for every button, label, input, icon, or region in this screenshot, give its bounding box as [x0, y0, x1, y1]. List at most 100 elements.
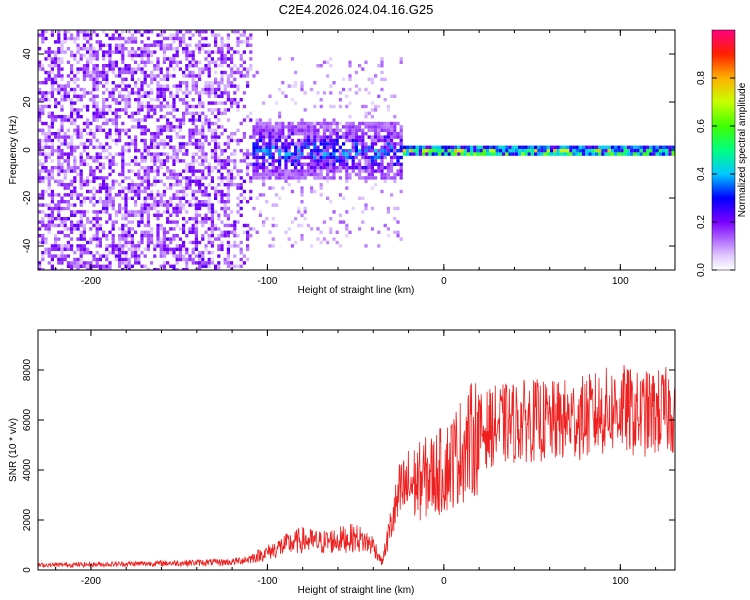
heatmap-cell: [121, 43, 125, 47]
heatmap-cell: [265, 142, 269, 146]
heatmap-cell: [150, 132, 154, 136]
heatmap-cell: [76, 193, 80, 197]
heatmap-cell: [207, 237, 211, 241]
heatmap-cell: [246, 230, 250, 234]
heatmap-cell: [185, 220, 189, 224]
heatmap-cell: [140, 251, 144, 255]
heatmap-cell: [108, 128, 112, 132]
heatmap-cell: [588, 152, 592, 156]
heatmap-cell: [348, 101, 352, 105]
heatmap-cell: [210, 121, 214, 126]
heatmap-cell: [386, 135, 390, 139]
heatmap-cell: [194, 240, 198, 245]
heatmap-cell: [393, 217, 397, 221]
heatmap-cell: [358, 138, 362, 143]
heatmap-cell: [63, 36, 67, 41]
heatmap-cell: [294, 172, 298, 177]
heatmap-cell: [252, 135, 256, 139]
heatmap-cell: [166, 237, 170, 241]
heatmap-cell: [191, 135, 195, 139]
heatmap-cell: [662, 145, 666, 149]
heatmap-cell: [70, 104, 74, 109]
heatmap-cell: [95, 111, 99, 115]
heatmap-cell: [348, 60, 352, 64]
heatmap-cell: [70, 36, 74, 41]
heatmap-cell: [188, 111, 192, 115]
heatmap-cell: [105, 183, 109, 187]
heatmap-cell: [41, 98, 45, 102]
heatmap-cell: [223, 200, 227, 204]
heatmap-cell: [95, 176, 99, 180]
heatmap-cell: [38, 118, 42, 122]
heatmap-cell: [207, 206, 211, 211]
heatmap-cell: [364, 179, 368, 183]
heatmap-cell: [92, 159, 96, 163]
heatmap-cell: [553, 152, 557, 156]
heatmap-cell: [214, 33, 218, 37]
heatmap-cell: [146, 74, 150, 78]
heatmap-cell: [140, 230, 144, 234]
heatmap-cell: [220, 244, 224, 248]
heatmap-cell: [210, 223, 214, 228]
heatmap-cell: [194, 179, 198, 183]
heatmap-cell: [98, 176, 102, 180]
heatmap-cell: [262, 223, 266, 228]
heatmap-cell: [66, 98, 70, 102]
heatmap-cell: [108, 186, 112, 190]
heatmap-cell: [217, 193, 221, 197]
heatmap-cell: [54, 57, 58, 61]
heatmap-cell: [377, 125, 381, 129]
heatmap-cell: [198, 145, 202, 149]
heatmap-cell: [514, 152, 518, 156]
heatmap-cell: [60, 108, 64, 112]
heatmap-cell: [297, 223, 301, 228]
heatmap-cell: [156, 118, 160, 122]
heatmap-cell: [153, 200, 157, 204]
heatmap-cell: [124, 70, 128, 75]
heatmap-cell: [249, 162, 253, 166]
heatmap-cell: [223, 149, 227, 153]
heatmap-cell: [242, 74, 246, 78]
heatmap-cell: [159, 115, 163, 119]
heatmap-cell: [102, 104, 106, 109]
heatmap-cell: [271, 155, 275, 160]
heatmap-cell: [137, 186, 141, 190]
heatmap-cell: [303, 135, 307, 139]
heatmap-cell: [393, 94, 397, 98]
heatmap-cell: [121, 47, 125, 51]
heatmap-cell: [140, 81, 144, 85]
heatmap-cell: [70, 98, 74, 102]
heatmap-cell: [271, 159, 275, 163]
heatmap-cell: [134, 244, 138, 248]
heatmap-cell: [444, 152, 448, 156]
heatmap-cell: [185, 268, 189, 270]
heatmap-cell: [41, 254, 45, 258]
heatmap-cell: [297, 172, 301, 177]
heatmap-cell: [102, 115, 106, 119]
heatmap-cell: [322, 152, 326, 156]
heatmap-cell: [278, 159, 282, 163]
heatmap-cell: [105, 135, 109, 139]
heatmap-cell: [76, 50, 80, 54]
heatmap-cell: [316, 128, 320, 132]
heatmap-cell: [351, 155, 355, 160]
heatmap-cell: [114, 179, 118, 183]
heatmap-cell: [124, 176, 128, 180]
heatmap-cell: [111, 251, 115, 255]
heatmap-cell: [354, 135, 358, 139]
heatmap-cell: [130, 213, 134, 217]
heatmap-cell: [386, 142, 390, 146]
heatmap-cell: [370, 172, 374, 177]
heatmap-cell: [377, 244, 381, 248]
heatmap-cell: [73, 36, 77, 41]
heatmap-cell: [223, 193, 227, 197]
heatmap-cell: [111, 91, 115, 95]
heatmap-cell: [89, 251, 93, 255]
colorbar-tick-label: 0.4: [696, 167, 707, 181]
heatmap-cell: [348, 128, 352, 132]
heatmap-cell: [105, 77, 109, 81]
heatmap-cell: [191, 247, 195, 251]
heatmap-cell: [226, 179, 230, 183]
heatmap-cell: [278, 138, 282, 143]
heatmap-cell: [73, 203, 77, 207]
